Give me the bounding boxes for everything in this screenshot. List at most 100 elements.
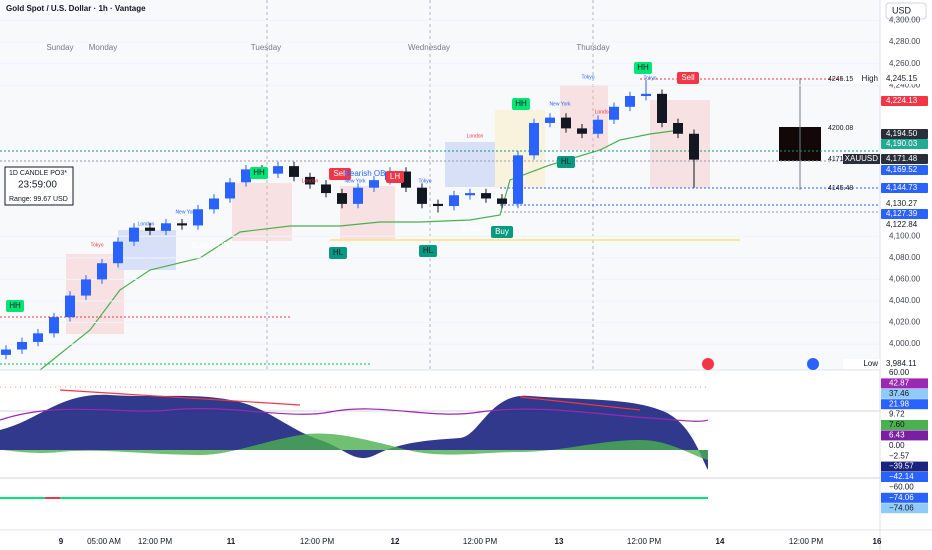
candle-body: [641, 93, 651, 97]
indicator-tag: [881, 388, 928, 399]
price-tag-label-box: [843, 154, 880, 164]
y-tick-label: 4,240.00: [889, 80, 921, 89]
price-tag-value: 4,122.84: [886, 220, 918, 229]
indicator-tag: [881, 461, 928, 472]
candle-body: [273, 166, 283, 174]
candle-body: [97, 263, 107, 280]
signal-label: HL: [561, 157, 572, 166]
time-tick-label: 12: [391, 537, 400, 546]
y-tick-label: 4,280.00: [889, 37, 921, 46]
day-label: Thursday: [576, 43, 609, 52]
signal-label: HH: [9, 301, 21, 310]
indicator-tick-label: 0.00: [889, 441, 905, 450]
candle-body: [81, 279, 91, 296]
candle-body: [129, 227, 139, 242]
indicator-tick-label: 60.00: [889, 368, 910, 377]
signal-label: Bullish OB: [191, 241, 228, 250]
candle-body: [449, 195, 459, 207]
candle-body: [33, 333, 43, 342]
y-tick-label: 4,040.00: [889, 296, 921, 305]
candle-body: [177, 223, 187, 226]
y-tick-label: 4,060.00: [889, 274, 921, 283]
candle-body: [625, 96, 635, 107]
session-label: Tokyo: [418, 178, 431, 184]
session-label: London: [302, 178, 319, 184]
session-separators: [266, 0, 594, 370]
indicator-tag: [881, 378, 928, 389]
main-layer: [0, 19, 880, 360]
candle-body: [417, 187, 427, 204]
signal-badge: [557, 156, 575, 168]
indicator-tick-label: −42.14: [889, 472, 914, 481]
signal-label: HH: [637, 63, 649, 72]
price-tag: [881, 165, 928, 175]
day-label: Tuesday: [251, 43, 281, 52]
session-label: New York: [344, 178, 366, 184]
candle-body: [193, 209, 203, 226]
price-tag-value: 4,190.03: [886, 139, 918, 148]
chart-title: Gold Spot / U.S. Dollar · 1h · Vantage: [6, 4, 146, 13]
currency-button[interactable]: [885, 2, 927, 20]
indicator-tag: [881, 472, 928, 482]
candle-body: [337, 193, 347, 204]
po3-title: 1D CANDLE PO3*: [9, 170, 67, 177]
candle-body: [321, 184, 331, 194]
indicator-tick-label: −74.06: [889, 493, 914, 502]
session-label: Tokyo: [581, 74, 594, 80]
signal-badge: [6, 300, 24, 312]
main-pane: [0, 0, 880, 370]
price-tag: [881, 139, 928, 149]
session-label: Tokyo: [643, 75, 656, 81]
candle-body: [305, 176, 315, 185]
signal-label: Buy: [495, 227, 509, 236]
signal-label: Bullish OB: [461, 224, 498, 233]
candle-body: [561, 117, 571, 129]
candle-body: [65, 295, 75, 318]
indicator-tick-label: 21.98: [889, 399, 910, 408]
price-tag: [881, 209, 928, 219]
price-tag: [881, 220, 928, 230]
indicator-tag: [881, 482, 928, 493]
candle-body: [657, 93, 667, 123]
candle-body: [529, 122, 539, 156]
indicator-tick-label: 9.72: [889, 410, 905, 419]
candle-body: [1, 349, 11, 355]
time-tick-label: 11: [227, 537, 236, 546]
candle-body: [465, 193, 475, 196]
signal-label: HH: [515, 99, 527, 108]
signal-label: HL: [333, 248, 344, 257]
level-label: 4145.48: [828, 185, 853, 192]
candle-body: [289, 166, 299, 177]
currency[interactable]: USD: [892, 5, 912, 15]
signal-label: Bearish OB: [345, 169, 386, 178]
candle-body: [545, 117, 555, 123]
signal-badge: [329, 168, 351, 180]
candle-body: [209, 198, 219, 210]
candle-body: [161, 223, 171, 231]
candle-body: [49, 317, 59, 334]
flash-icon[interactable]: [702, 358, 714, 370]
price-tag-value: 4,144.73: [886, 183, 918, 192]
candle-body: [401, 171, 411, 188]
indicator-tag: [881, 399, 928, 410]
candle-body: [609, 106, 619, 120]
price-tag-value: 4,169.52: [886, 165, 918, 174]
signal-label: LH: [390, 172, 400, 181]
signal-label: HH: [253, 168, 265, 177]
candle-body: [433, 203, 443, 207]
session-label: New York: [549, 101, 571, 107]
indicator-tick-label: 37.46: [889, 389, 910, 398]
indicator-tag: [881, 492, 928, 503]
flag-icon[interactable]: [807, 358, 819, 370]
time-tick-label: 12:00 PM: [789, 537, 824, 546]
indicator-tag: [881, 451, 928, 462]
indicator-tick-label: −2.57: [889, 451, 910, 460]
day-label: Monday: [89, 43, 117, 52]
price-tag-value: 4,194.50: [886, 129, 918, 138]
candle-body: [113, 241, 123, 264]
y-tick-label: 4,260.00: [889, 59, 921, 68]
time-tick-label: 16: [873, 537, 882, 546]
signal-badge: [329, 247, 347, 259]
indicator-tag: [881, 420, 928, 430]
candle-body: [241, 169, 251, 183]
